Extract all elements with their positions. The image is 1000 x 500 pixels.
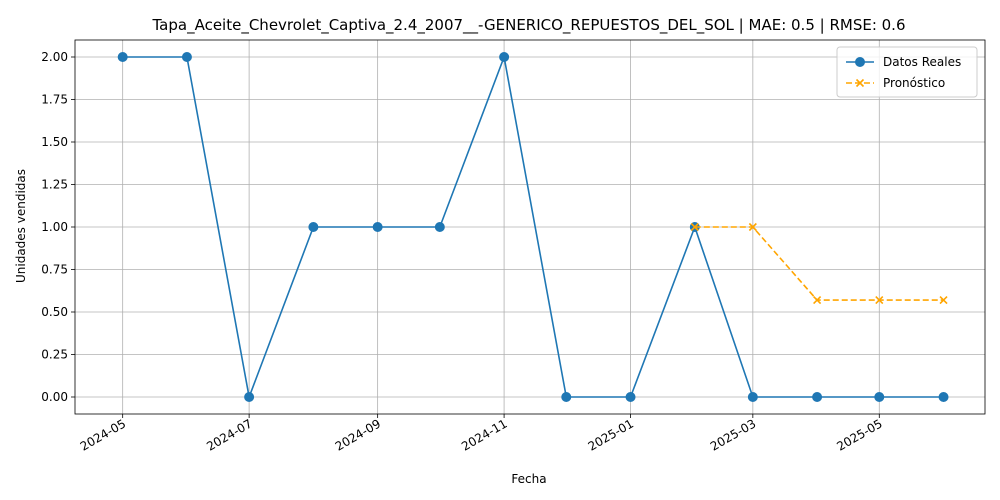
forecast-point [855, 78, 865, 88]
legend: Datos Reales Pronóstico [836, 46, 978, 98]
data-point [308, 222, 319, 232]
legend-box [836, 46, 978, 98]
data-point [117, 52, 128, 62]
y-tick-label: 0.50 [41, 305, 68, 319]
data-point [855, 57, 865, 67]
x-axis-ticks: 2024-05 2024-07 2024-09 2024-11 2025-01 2025-… [78, 414, 885, 454]
series-1 [690, 222, 948, 305]
forecast-point [813, 296, 822, 305]
y-tick-label: 1.75 [41, 93, 68, 107]
y-tick-label: 1.00 [41, 220, 68, 234]
x-tick-label: 2024-09 [333, 416, 383, 453]
chart-title: Tapa_Aceite_Chevrolet_Captiva_2.4_2007__… [152, 16, 906, 35]
y-tick-label: 0.75 [41, 263, 68, 277]
data-point [812, 392, 823, 402]
data-point [181, 52, 192, 62]
y-axis-ticks: 0.00 0.25 0.50 0.75 1.00 1.25 1.50 1.75 2.00 [41, 50, 75, 404]
y-tick-label: 1.50 [41, 135, 68, 149]
forecast-point [690, 222, 699, 232]
grid-lines [75, 40, 985, 414]
y-tick-label: 2.00 [41, 50, 68, 64]
forecast-point [939, 296, 948, 305]
x-tick-label: 2025-03 [708, 416, 758, 453]
y-axis-label: Unidades vendidas [14, 169, 28, 283]
data-point [747, 392, 758, 402]
data-point [938, 392, 949, 402]
legend-label: Pronóstico [883, 76, 945, 90]
series-line [122, 54, 944, 400]
data-point [874, 392, 885, 402]
series-layer [117, 52, 949, 402]
y-tick-label: 1.25 [41, 178, 68, 192]
forecast-point [748, 222, 757, 232]
data-point [434, 222, 445, 232]
data-point [625, 392, 636, 402]
data-point [244, 392, 255, 402]
x-tick-label: 2024-07 [204, 416, 254, 453]
x-tick-label: 2025-05 [834, 416, 884, 453]
x-tick-label: 2024-05 [78, 416, 128, 453]
x-axis-label: Fecha [511, 472, 546, 486]
y-tick-label: 0.00 [41, 390, 68, 404]
forecast-point [875, 296, 884, 305]
x-tick-label: 2024-11 [459, 416, 509, 453]
legend-label: Datos Reales [883, 55, 961, 69]
series-line [694, 226, 944, 301]
data-point [499, 52, 510, 62]
x-tick-label: 2025-01 [586, 416, 636, 453]
data-point [561, 392, 572, 402]
data-point [372, 222, 383, 232]
y-tick-label: 0.25 [41, 348, 68, 362]
